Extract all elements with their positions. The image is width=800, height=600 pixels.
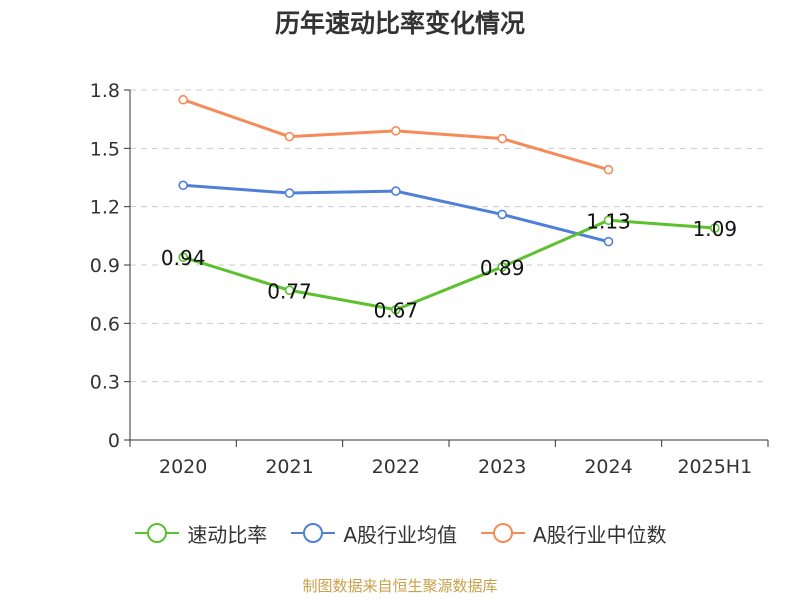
legend-label: A股行业均值 <box>343 522 457 547</box>
grid-lines <box>130 89 768 383</box>
data-point <box>497 133 507 144</box>
series-line <box>182 218 715 312</box>
data-point <box>391 186 401 196</box>
x-tick-label: 2024 <box>584 456 632 478</box>
data-label: 0.94 <box>161 246 206 270</box>
data-point <box>284 188 295 198</box>
data-label: 0.67 <box>374 299 419 323</box>
data-point <box>603 164 614 175</box>
y-tick-label: 0.3 <box>90 372 120 394</box>
series-group <box>178 94 720 315</box>
data-point <box>497 262 507 272</box>
data-point <box>178 180 188 191</box>
y-tick-label: 0.6 <box>90 313 120 335</box>
data-label: 0.77 <box>267 279 312 303</box>
source-note: 制图数据来自恒生聚源数据库 <box>302 577 498 595</box>
y-tick-label: 0.9 <box>90 255 120 277</box>
x-tick-label: 2020 <box>159 456 207 478</box>
data-point <box>603 236 614 247</box>
x-tick-label: 2023 <box>478 456 526 478</box>
chart-title: 历年速动比率变化情况 <box>274 9 525 38</box>
x-tick-label: 2025H1 <box>677 456 752 478</box>
y-tick-label: 1.2 <box>90 197 120 219</box>
data-point <box>603 215 614 226</box>
data-point <box>391 304 401 315</box>
legend: 速动比率 A股行业均值 A股行业中位数 <box>0 518 800 548</box>
axes: 0 0.3 0.6 0.9 1.2 1.5 1.8 2020 2021 2022 2023 2024 2… <box>90 80 769 478</box>
data-point <box>284 131 295 142</box>
legend-swatch-icon <box>481 523 525 543</box>
legend-swatch-icon <box>135 523 180 543</box>
data-label: 1.13 <box>586 209 631 233</box>
data-point <box>710 223 720 233</box>
data-point <box>284 285 295 296</box>
data-point <box>178 252 188 263</box>
x-tick-label: 2021 <box>265 456 313 478</box>
data-labels: 0.94 0.77 0.67 0.89 1.13 1.09 <box>161 209 737 322</box>
data-label: 0.89 <box>480 256 525 280</box>
legend-item[interactable]: A股行业均值 <box>289 518 457 548</box>
legend-swatch-icon <box>291 523 336 543</box>
y-tick-label: 0 <box>108 430 120 452</box>
x-tick-label: 2022 <box>372 456 420 478</box>
legend-label: A股行业中位数 <box>533 522 667 547</box>
data-point <box>391 126 401 136</box>
y-tick-label: 1.5 <box>90 138 120 160</box>
y-tick-label: 1.8 <box>90 80 120 102</box>
legend-item[interactable]: A股行业中位数 <box>479 518 667 548</box>
legend-label: 速动比率 <box>187 522 268 547</box>
data-point <box>178 94 188 105</box>
legend-item[interactable]: 速动比率 <box>133 518 267 548</box>
data-point <box>497 209 507 220</box>
data-label: 1.09 <box>693 217 738 241</box>
